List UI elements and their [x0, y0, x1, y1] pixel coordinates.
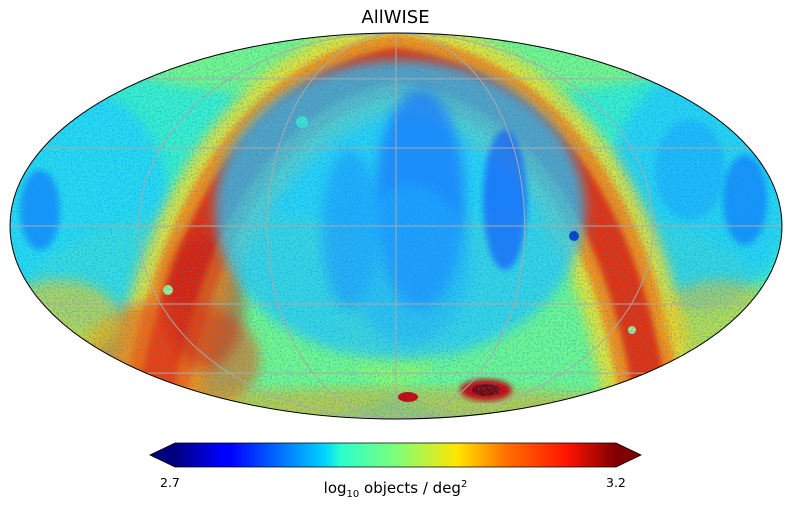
colorbar-min-label: 2.7 — [160, 475, 180, 490]
colorbar-label-log: log — [323, 479, 347, 497]
graticule-meridian — [266, 33, 397, 419]
colorbar-label-units: objects / deg — [359, 479, 461, 497]
colorbar-max-label: 3.2 — [606, 475, 626, 490]
colorbar-extend-min — [150, 443, 175, 467]
colorbar-label-base: 10 — [346, 489, 360, 500]
map-boundary — [9, 32, 783, 420]
colorbar-label: log10 objects / deg2 — [0, 479, 791, 500]
map-title: AllWISE — [361, 7, 430, 28]
graticule-meridian — [395, 33, 526, 419]
graticule — [10, 33, 782, 419]
colorbar-extend-max — [616, 443, 641, 467]
colorbar-label-exponent: 2 — [460, 479, 468, 490]
graticule-meridian — [138, 33, 397, 419]
graticule-meridian — [395, 33, 654, 419]
colorbar-gradient — [175, 443, 616, 467]
